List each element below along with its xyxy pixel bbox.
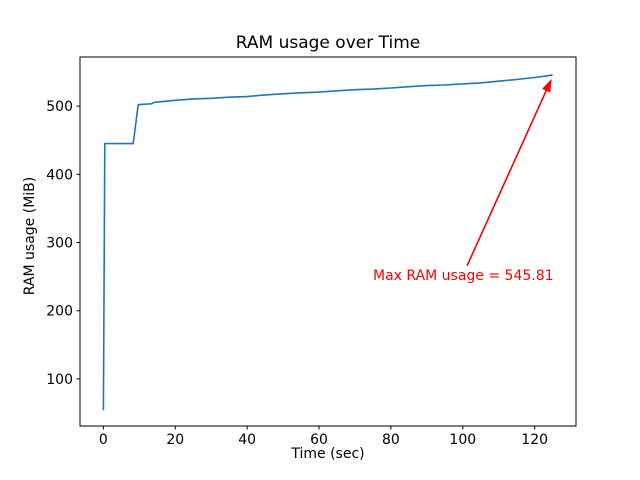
x-axis-label: Time (sec) xyxy=(291,446,365,462)
y-tick-label: 200 xyxy=(46,304,73,320)
x-tick-label: 60 xyxy=(310,432,328,448)
y-tick-label: 400 xyxy=(46,167,73,183)
plot-frame xyxy=(79,56,577,427)
x-tick-label: 20 xyxy=(166,432,184,448)
ram-usage-line xyxy=(102,74,553,411)
y-axis-label: RAM usage (MiB) xyxy=(22,176,38,296)
x-tick-label: 0 xyxy=(99,432,108,448)
y-tick-label: 500 xyxy=(46,99,73,115)
x-tick-label: 100 xyxy=(449,432,476,448)
x-tick-label: 120 xyxy=(521,432,548,448)
y-tick-label: 100 xyxy=(46,372,73,388)
annotation-arrow-shaft xyxy=(466,88,548,267)
max-ram-annotation: Max RAM usage = 545.81 xyxy=(373,268,554,284)
chart-title: RAM usage over Time xyxy=(235,33,421,53)
y-tick-label: 300 xyxy=(46,236,73,252)
x-tick-label: 40 xyxy=(238,432,256,448)
annotation-arrow-head xyxy=(542,78,552,93)
x-tick-label: 80 xyxy=(382,432,400,448)
